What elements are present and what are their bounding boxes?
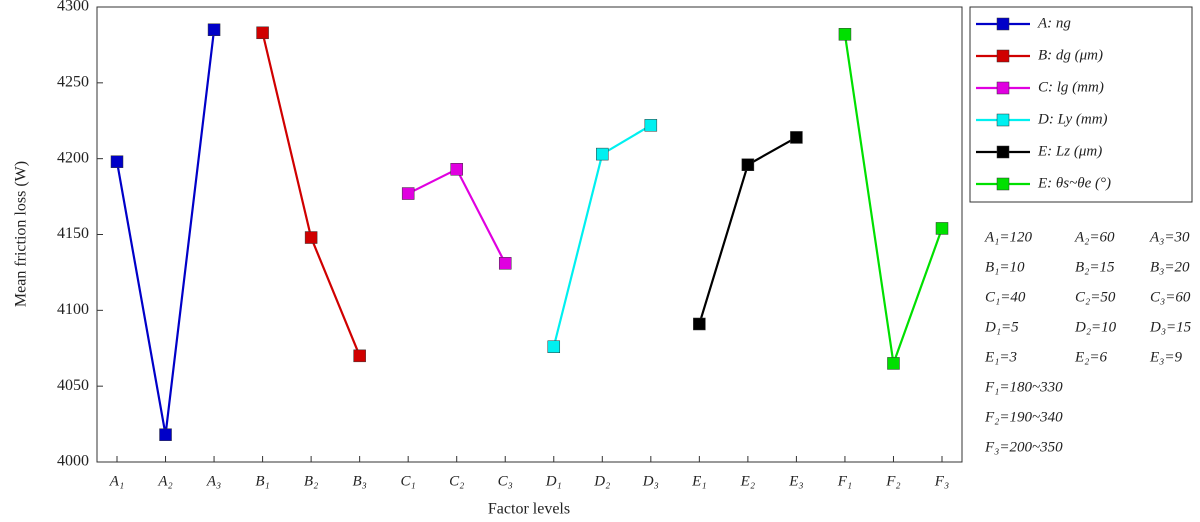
x-tick-label: C₃ <box>498 473 513 489</box>
point <box>596 147 609 161</box>
legend-marker <box>996 177 1010 191</box>
note: F₂=190~340 <box>984 409 1063 425</box>
point <box>644 119 658 132</box>
x-tick-label: D₃ <box>642 473 659 489</box>
series-line <box>115 29 216 435</box>
legend-marker <box>996 113 1010 127</box>
x-axis-label: Factor levels <box>488 501 570 518</box>
x-tick-label: F₁ <box>837 473 852 489</box>
x-tick-label: D₂ <box>593 473 610 489</box>
series-line <box>407 167 507 264</box>
point <box>207 23 221 36</box>
note: A₁=120 <box>984 229 1032 245</box>
legend-label: E: θs~θe (°) <box>1037 175 1111 191</box>
point <box>741 158 755 171</box>
note: A₃=30 <box>1149 229 1190 245</box>
point <box>547 340 561 353</box>
x-tick-label: B₁ <box>255 473 269 489</box>
point <box>401 187 415 200</box>
y-tick-label: 4200 <box>57 149 89 166</box>
y-tick-label: 4300 <box>57 0 89 15</box>
legend-label: A: ng <box>1037 15 1071 31</box>
x-tick-label: E₃ <box>788 473 803 489</box>
point <box>256 26 269 40</box>
point <box>353 349 366 363</box>
x-tick-label: C₂ <box>449 473 464 489</box>
x-tick-label: C₁ <box>401 473 416 489</box>
x-tick-label: F₂ <box>885 473 900 489</box>
y-tick-label: 4250 <box>57 74 89 91</box>
x-tick-label: A₁ <box>109 473 124 489</box>
y-tick-label: 4050 <box>57 377 89 394</box>
point <box>887 357 900 370</box>
legend-label: B: dg (μm) <box>1038 47 1103 63</box>
note: B₃=20 <box>1150 259 1190 275</box>
point <box>498 257 512 270</box>
point <box>790 131 803 144</box>
legend-label: E: Lz (μm) <box>1037 143 1102 159</box>
legend-marker <box>996 81 1010 95</box>
y-tick-label: 4000 <box>57 453 89 470</box>
legend-frame <box>969 6 1193 203</box>
point <box>838 28 852 41</box>
note: C₂=50 <box>1075 289 1116 305</box>
note: F₃=200~350 <box>984 439 1063 455</box>
note: E₁=3 <box>984 349 1017 365</box>
point <box>450 163 463 176</box>
note: A₂=60 <box>1074 229 1115 245</box>
plot-frame <box>96 6 963 463</box>
series-line <box>261 32 361 357</box>
note: B₁=10 <box>985 259 1025 275</box>
legend-marker <box>996 145 1010 159</box>
note: E₃=9 <box>1149 349 1182 365</box>
note: B₂=15 <box>1075 259 1115 275</box>
y-tick-label: 4150 <box>57 225 89 242</box>
note: E₂=6 <box>1074 349 1107 365</box>
x-tick-label: F₃ <box>934 473 949 489</box>
point <box>110 155 124 168</box>
x-tick-label: E₁ <box>691 473 706 489</box>
note: D₃=15 <box>1149 319 1192 335</box>
x-tick-label: E₂ <box>740 473 755 489</box>
x-tick-label: A₂ <box>157 473 172 489</box>
x-tick-label: B₃ <box>352 473 366 489</box>
legend-marker <box>996 17 1010 31</box>
series-line <box>843 34 944 364</box>
note: C₃=60 <box>1150 289 1191 305</box>
note: D₁=5 <box>984 319 1019 335</box>
note: C₁=40 <box>985 289 1026 305</box>
y-tick-label: 4100 <box>57 301 89 318</box>
legend-label: C: lg (mm) <box>1038 79 1104 95</box>
legend-label: D: Ly (mm) <box>1037 111 1108 127</box>
point <box>159 428 172 441</box>
x-tick-label: B₂ <box>304 473 318 489</box>
y-axis-label: Mean friction loss (W) <box>13 161 30 307</box>
legend-marker <box>996 49 1010 63</box>
note: D₂=10 <box>1074 319 1117 335</box>
x-tick-label: D₁ <box>545 473 562 489</box>
point <box>935 222 949 235</box>
point <box>693 317 706 331</box>
point <box>304 231 318 244</box>
note: F₁=180~330 <box>984 379 1063 395</box>
x-tick-label: A₃ <box>206 473 221 489</box>
